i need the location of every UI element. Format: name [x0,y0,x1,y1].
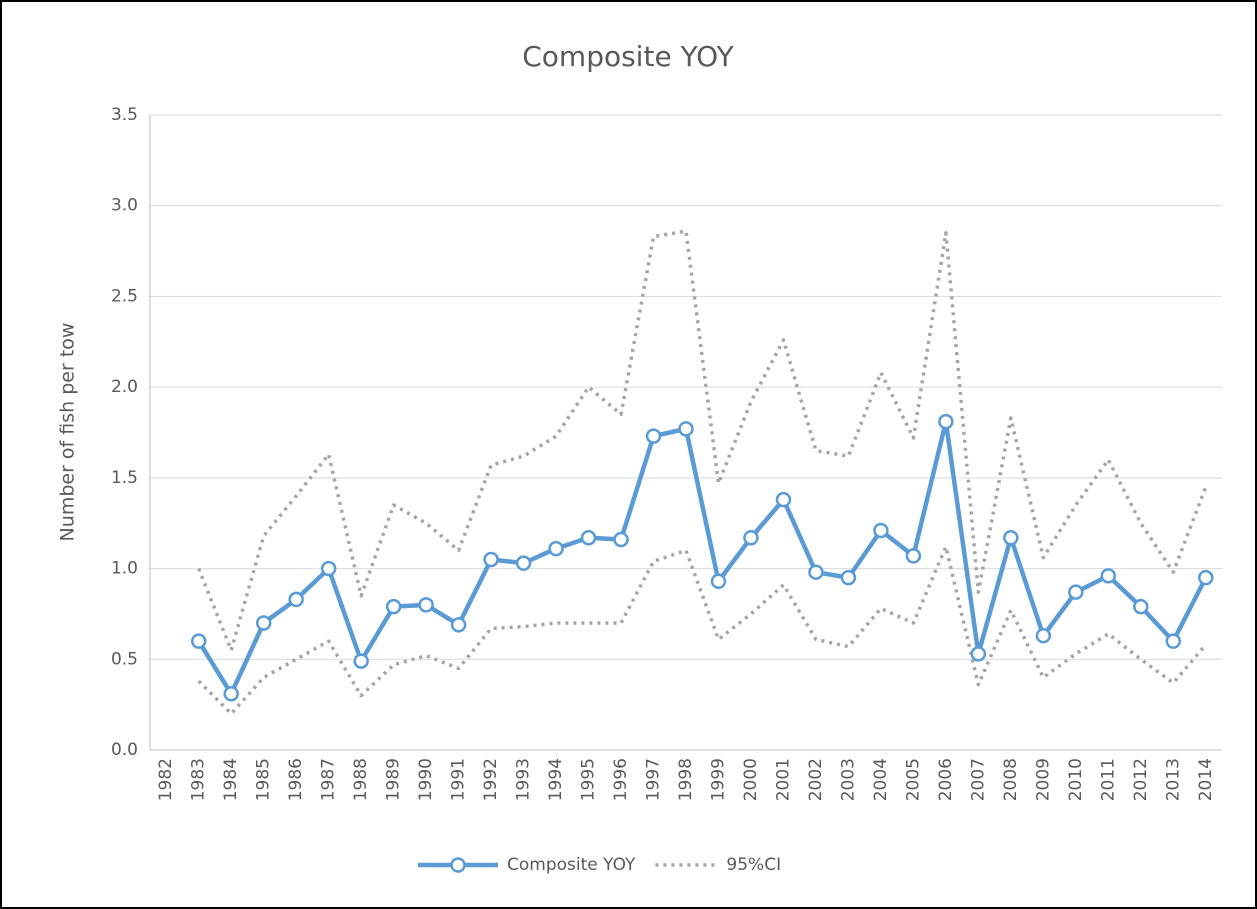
x-tick-label: 1986 [286,758,306,801]
x-tick-label: 1994 [546,758,566,801]
y-tick-label: 0.5 [111,649,138,669]
x-tick-label: 1987 [319,758,339,801]
x-tick-label: 1997 [644,758,664,801]
x-tick-label: 2008 [1001,758,1021,801]
x-tick-label: 1984 [221,758,241,801]
data-point [938,413,954,430]
x-tick-label: 1991 [449,758,469,801]
x-tick-label: 2005 [903,758,923,801]
x-tick-label: 2011 [1098,758,1118,801]
data-point [1198,569,1214,586]
x-tick-label: 2006 [936,758,956,801]
x-tick-label: 2010 [1066,758,1086,801]
x-tick-label: 2004 [871,758,891,801]
data-point [255,615,272,631]
x-tick-label: 1989 [384,758,404,801]
data-point [1035,627,1052,644]
data-point [808,564,824,580]
data-point [645,428,662,444]
data-point [1165,633,1182,649]
data-point [710,573,727,590]
data-line [196,419,1208,697]
legend-label: Composite YOY [507,855,636,875]
x-tick-label: 2007 [968,758,988,801]
x-tick-label: 1998 [676,758,696,801]
x-tick-label: 2003 [838,758,858,801]
data-point [288,591,304,608]
data-point [353,653,369,669]
data-point [548,540,564,557]
data-point [450,617,467,633]
data-point [190,633,207,649]
data-point [580,529,597,546]
data-point [678,421,694,437]
y-tick-label: 3.0 [111,196,138,216]
x-tick-label: 2001 [773,758,793,801]
x-tick-label: 2000 [741,758,761,801]
data-point [1003,529,1019,546]
legend-marker [450,857,466,873]
x-tick-label: 1995 [579,758,599,801]
x-tick-label: 2002 [806,758,826,801]
data-point [320,560,337,577]
y-tick-label: 1.0 [111,559,138,579]
x-tick-label: 2014 [1196,758,1216,801]
y-tick-label: 2.0 [111,377,138,397]
x-tick-label: 1999 [708,758,728,801]
data-point [418,597,434,613]
y-tick-label: 3.5 [111,105,138,125]
data-point [775,491,792,508]
data-point [1100,568,1117,584]
x-tick-label: 2009 [1033,758,1053,801]
data-point [873,522,889,539]
x-tick-label: 1993 [514,758,534,801]
data-point [613,531,629,548]
data-point [743,529,759,546]
legend-label: 95%CI [726,855,781,875]
ci-line [197,229,1208,652]
data-point [970,646,987,662]
data-point [1068,584,1084,600]
data-point [223,686,239,702]
data-point [483,551,499,568]
x-tick-label: 2013 [1163,758,1183,801]
y-axis-label: Number of fish per tow [57,323,79,542]
data-point [1133,598,1149,615]
ci-line [197,545,1208,716]
x-tick-label: 1985 [254,758,274,801]
x-tick-label: 1982 [156,758,176,801]
data-point [840,569,857,586]
y-tick-label: 1.5 [111,468,138,488]
data-point [905,548,922,564]
x-tick-label: 2012 [1131,758,1151,801]
chart-title: Composite YOY [522,40,734,73]
x-tick-label: 1983 [189,758,209,801]
x-tick-label: 1988 [351,758,371,801]
data-point [385,598,402,615]
x-tick-label: 1996 [611,758,631,801]
x-tick-label: 1990 [416,758,436,801]
y-tick-label: 0.0 [111,740,138,760]
y-tick-label: 2.5 [111,286,138,306]
data-point [515,555,532,571]
x-tick-label: 1992 [481,758,501,801]
